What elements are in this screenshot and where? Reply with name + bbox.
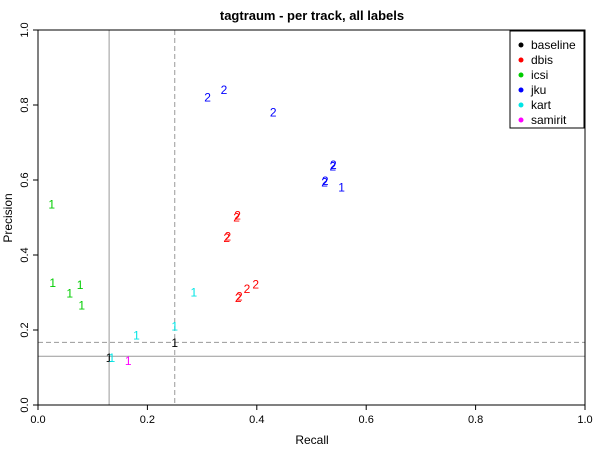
legend-marker-baseline: [518, 42, 524, 48]
data-point-jku: 2: [204, 91, 211, 105]
legend-label-dbis: dbis: [531, 53, 553, 67]
data-point-jku: 2: [270, 106, 277, 120]
y-tick-label: 0.6: [19, 172, 31, 187]
data-point-jku: 2: [321, 176, 328, 190]
legend-label-kart: kart: [531, 98, 552, 112]
data-point-baseline: 1: [171, 336, 178, 350]
data-point-jku: 2: [322, 174, 329, 188]
legend-marker-icsi: [518, 72, 524, 78]
data-point-jku: 1: [338, 181, 345, 195]
x-axis-label: Recall: [295, 433, 328, 447]
data-point-icsi: 1: [77, 278, 84, 292]
data-point-dbis: 2: [236, 289, 243, 303]
y-tick-label: 0.8: [19, 97, 31, 112]
legend-box: [509, 30, 585, 129]
y-axis-label: Precision: [1, 193, 15, 242]
data-point-baseline: 1: [106, 351, 113, 365]
data-point-dbis: 2: [233, 211, 240, 225]
data-point-jku: 2: [221, 83, 228, 97]
data-point-kart: 1: [109, 351, 116, 365]
data-point-kart: 1: [133, 329, 140, 343]
plot-frame: [37, 29, 586, 406]
y-tick-label: 0.0: [19, 397, 31, 412]
data-point-icsi: 1: [49, 276, 56, 290]
data-point-kart: 1: [171, 319, 178, 333]
legend-marker-kart: [518, 102, 524, 108]
x-axis: 0.0 0.2 0.4 0.6 0.8 1.0: [30, 405, 593, 426]
legend-label-jku: jku: [530, 83, 546, 97]
y-tick-label: 1.0: [19, 22, 31, 37]
data-point-dbis: 2: [235, 291, 242, 305]
x-tick-label: 0.4: [249, 414, 264, 426]
data-point-dbis: 2: [224, 229, 231, 243]
data-point-kart: 1: [191, 286, 198, 300]
legend-label-icsi: icsi: [531, 68, 548, 82]
legend-label-baseline: baseline: [531, 38, 576, 52]
data-point-jku: 2: [329, 160, 336, 174]
legend-marker-samirit: [518, 117, 524, 123]
x-tick-label: 1.0: [577, 414, 592, 426]
y-tick-label: 0.4: [19, 247, 31, 262]
chart-title: tagtraum - per track, all labels: [220, 8, 404, 23]
data-point-dbis: 2: [223, 231, 230, 245]
data-point-dbis: 2: [244, 282, 251, 296]
data-point-icsi: 1: [78, 299, 85, 313]
data-point-dbis: 2: [252, 277, 259, 291]
x-tick-label: 0.6: [359, 414, 374, 426]
data-point-icsi: 1: [66, 287, 73, 301]
legend-label-samirit: samirit: [531, 113, 567, 127]
legend-marker-dbis: [518, 57, 524, 63]
data-point-icsi: 1: [48, 197, 55, 211]
x-tick-label: 0.8: [468, 414, 483, 426]
data-point-dbis: 2: [234, 209, 241, 223]
legend-marker-jku: [518, 87, 524, 93]
y-tick-label: 0.2: [19, 322, 31, 337]
y-axis: 0.0 0.2 0.4 0.6 0.8 1.0: [19, 22, 38, 413]
data-point-samirit: 1: [125, 354, 132, 368]
data-point-jku: 2: [330, 158, 337, 172]
x-tick-label: 0.0: [30, 414, 45, 426]
x-tick-label: 0.2: [140, 414, 155, 426]
reference-lines: [38, 30, 585, 405]
